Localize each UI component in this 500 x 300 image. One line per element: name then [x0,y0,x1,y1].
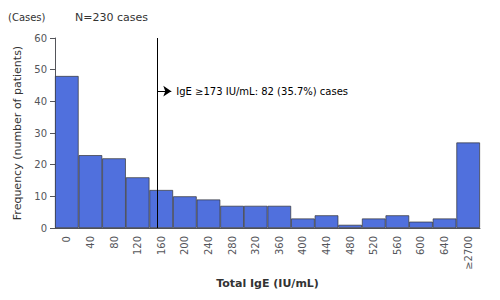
svg-text:40: 40 [34,96,47,107]
svg-text:20: 20 [34,159,47,170]
svg-text:Total IgE (IU/mL): Total IgE (IU/mL) [216,277,319,290]
svg-text:N=230 cases: N=230 cases [75,11,148,24]
svg-text:50: 50 [34,64,47,75]
svg-text:80: 80 [109,236,120,249]
svg-text:520: 520 [368,236,379,255]
svg-text:480: 480 [345,236,356,255]
svg-text:10: 10 [34,191,47,202]
svg-text:200: 200 [179,236,190,255]
svg-text:440: 440 [321,236,332,255]
svg-text:0: 0 [41,223,47,234]
svg-text:360: 360 [274,236,285,255]
svg-text:Frequency (number of patients): Frequency (number of patients) [11,46,24,220]
svg-text:≥2700: ≥2700 [463,236,474,270]
svg-text:40: 40 [85,236,96,249]
svg-text:240: 240 [203,236,214,255]
svg-text:60: 60 [34,33,47,44]
svg-text:0: 0 [61,236,72,242]
svg-text:560: 560 [392,236,403,255]
svg-text:120: 120 [132,236,143,255]
svg-text:280: 280 [227,236,238,255]
svg-text:320: 320 [250,236,261,255]
svg-text:(Cases): (Cases) [8,12,46,23]
svg-text:640: 640 [439,236,450,255]
svg-text:400: 400 [297,236,308,255]
svg-text:600: 600 [415,236,426,255]
svg-text:30: 30 [34,128,47,139]
svg-text:160: 160 [156,236,167,255]
svg-text:IgE ≥173 IU/mL: 82 (35.7%) cas: IgE ≥173 IU/mL: 82 (35.7%) cases [176,86,348,97]
